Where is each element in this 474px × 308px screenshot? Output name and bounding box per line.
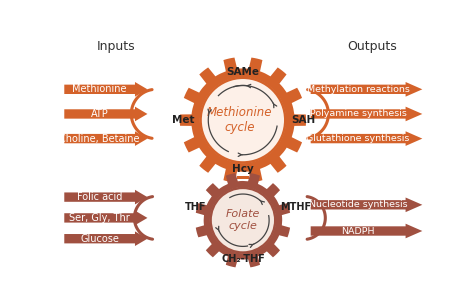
Polygon shape [310,224,422,238]
Text: Glutathione synthesis: Glutathione synthesis [307,134,410,143]
Text: Polyamine synthesis: Polyamine synthesis [310,109,407,119]
Text: Met: Met [172,115,194,125]
Text: Ser, Gly, Thr: Ser, Gly, Thr [69,213,130,223]
Text: CH₂-THF: CH₂-THF [221,254,265,265]
Text: Folate
cycle: Folate cycle [226,209,260,231]
Text: MTHF: MTHF [280,202,311,212]
Polygon shape [310,82,422,97]
Polygon shape [237,176,249,179]
Text: SAH: SAH [292,115,316,125]
Polygon shape [64,131,147,146]
Text: Nucleotide synthesis: Nucleotide synthesis [309,200,408,209]
Polygon shape [64,82,147,97]
Polygon shape [64,211,147,225]
Text: Methylation reactions: Methylation reactions [307,85,410,94]
Polygon shape [310,197,422,212]
Circle shape [210,188,275,253]
Text: Outputs: Outputs [347,40,397,53]
Text: ATP: ATP [91,109,109,119]
Text: Inputs: Inputs [97,40,135,53]
Text: SAMe: SAMe [227,67,259,77]
Polygon shape [310,131,422,146]
Text: THF: THF [184,202,206,212]
Text: NADPH: NADPH [341,226,375,236]
Polygon shape [196,173,290,267]
Text: Methionine: Methionine [73,84,127,94]
Polygon shape [180,58,306,183]
Polygon shape [64,190,147,205]
Text: Hcy: Hcy [232,164,254,174]
Text: Choline, Betaine: Choline, Betaine [59,134,140,144]
Circle shape [201,78,285,162]
Text: Glucose: Glucose [80,234,119,244]
Polygon shape [310,107,422,121]
Polygon shape [64,107,147,121]
Text: Folic acid: Folic acid [77,192,122,202]
Polygon shape [64,231,147,246]
Text: Methionine
cycle: Methionine cycle [207,106,273,134]
